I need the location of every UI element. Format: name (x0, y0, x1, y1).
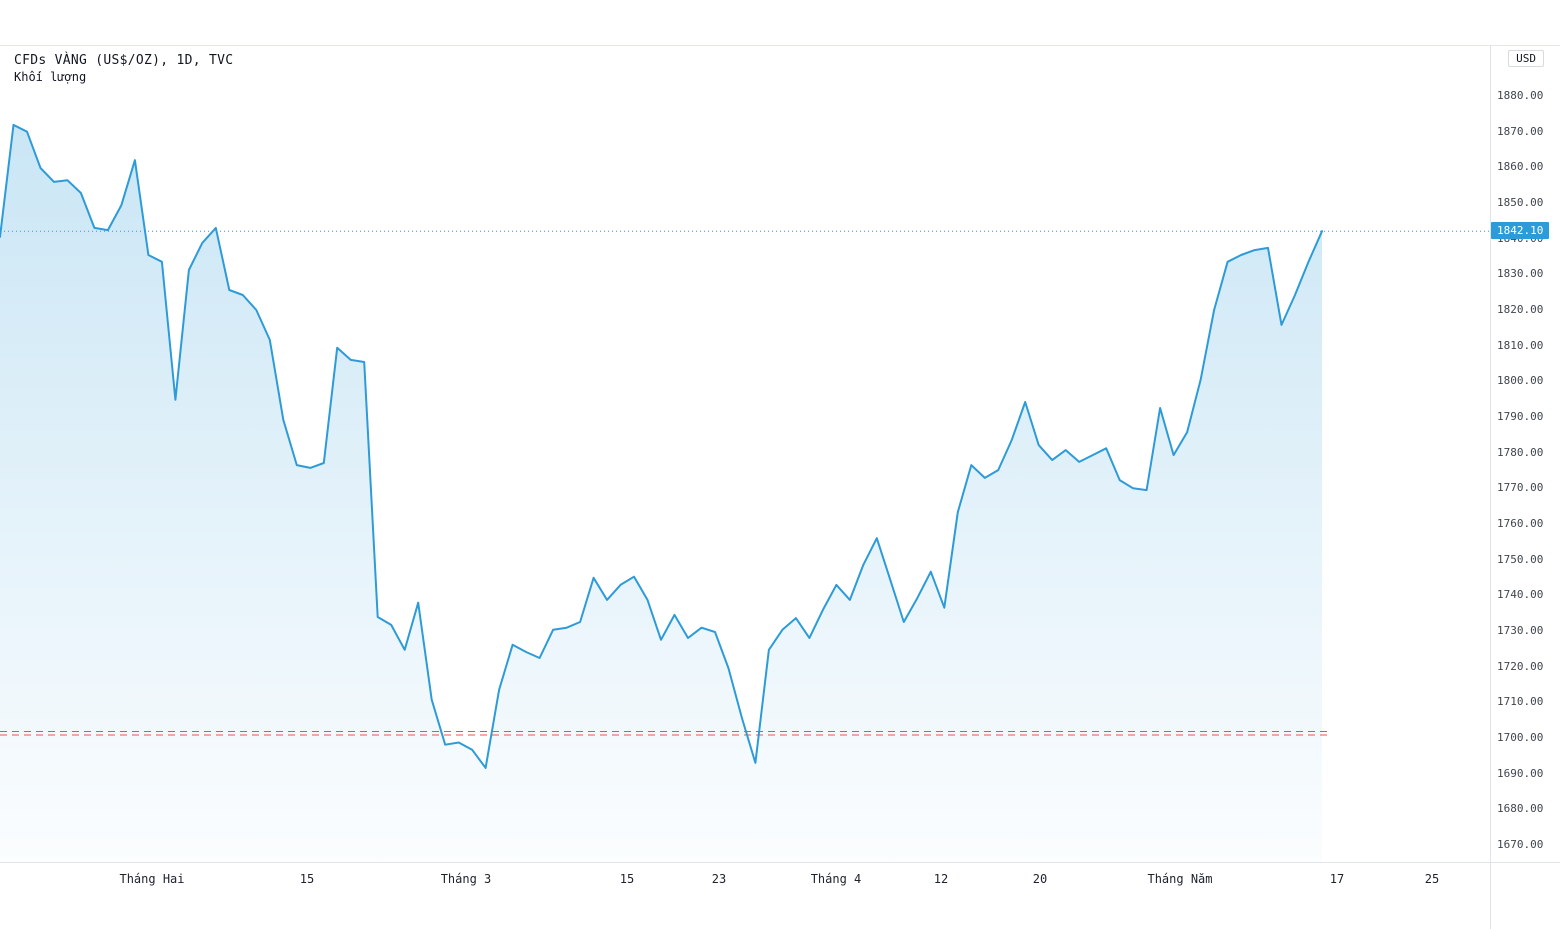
price-tick-label: 1780.00 (1497, 445, 1544, 459)
price-tick-label: 1740.00 (1497, 588, 1544, 602)
chart-legend: CFDs VÀNG (US$/OZ), 1D, TVC Khối lượng (14, 52, 233, 86)
price-tick-label: 1830.00 (1497, 267, 1544, 281)
price-tick-label: 1800.00 (1497, 374, 1544, 388)
price-tick-label: 1880.00 (1497, 89, 1544, 102)
price-tick-label: 1810.00 (1497, 338, 1544, 352)
price-axis-border (1490, 45, 1491, 929)
currency-toggle[interactable]: USD (1508, 50, 1544, 67)
price-tick-label: 1700.00 (1497, 730, 1544, 744)
time-axis[interactable]: Tháng Hai 15 Tháng 3 15 23 Tháng 4 12 20 Tháng N… (0, 863, 1490, 929)
price-tick-label: 1870.00 (1497, 124, 1544, 138)
symbol-title[interactable]: CFDs VÀNG (US$/OZ), 1D, TVC (14, 53, 234, 68)
price-tick-label: 1730.00 (1497, 623, 1544, 637)
time-tick-label: 15 (299, 872, 315, 886)
price-tick-label: 1680.00 (1497, 802, 1544, 816)
price-tick-label: 1690.00 (1497, 766, 1544, 780)
price-line (0, 123, 1323, 769)
time-axis-border (0, 862, 1560, 863)
time-tick-label: Tháng 4 (810, 872, 862, 886)
price-tick-label: 1820.00 (1497, 303, 1544, 316)
volume-study-label[interactable]: Khối lượng (14, 70, 87, 84)
time-tick-label: 23 (711, 872, 727, 886)
price-tick-label: 1850.00 (1497, 196, 1544, 209)
time-tick-label: 20 (1032, 872, 1048, 886)
time-tick-label: Tháng Năm (1147, 872, 1213, 886)
pane-top-border (0, 45, 1560, 46)
time-tick-label: Tháng Hai (119, 872, 185, 886)
price-tick-label: 1710.00 (1497, 695, 1544, 709)
price-tick-label: 1770.00 (1497, 481, 1544, 495)
price-axis[interactable]: 1670.00 1680.00 1690.00 1700.00 1710.00 1720.… (1490, 0, 1560, 929)
price-tick-label: 1720.00 (1497, 659, 1544, 673)
last-price-badge: 1842.10 (1491, 222, 1550, 240)
time-tick-label: 15 (619, 872, 635, 886)
price-tick-label: 1750.00 (1497, 552, 1544, 566)
area-fill (0, 124, 1322, 862)
price-tick-label: 1670.00 (1497, 837, 1544, 851)
time-tick-label: 12 (933, 872, 949, 886)
price-tick-label: 1760.00 (1497, 516, 1544, 530)
price-tick-label: 1860.00 (1497, 160, 1544, 174)
time-tick-label: Tháng 3 (440, 872, 492, 886)
price-tick-label: 1790.00 (1497, 409, 1544, 423)
time-tick-label: 17 (1329, 872, 1345, 886)
time-tick-label: 25 (1424, 872, 1440, 886)
